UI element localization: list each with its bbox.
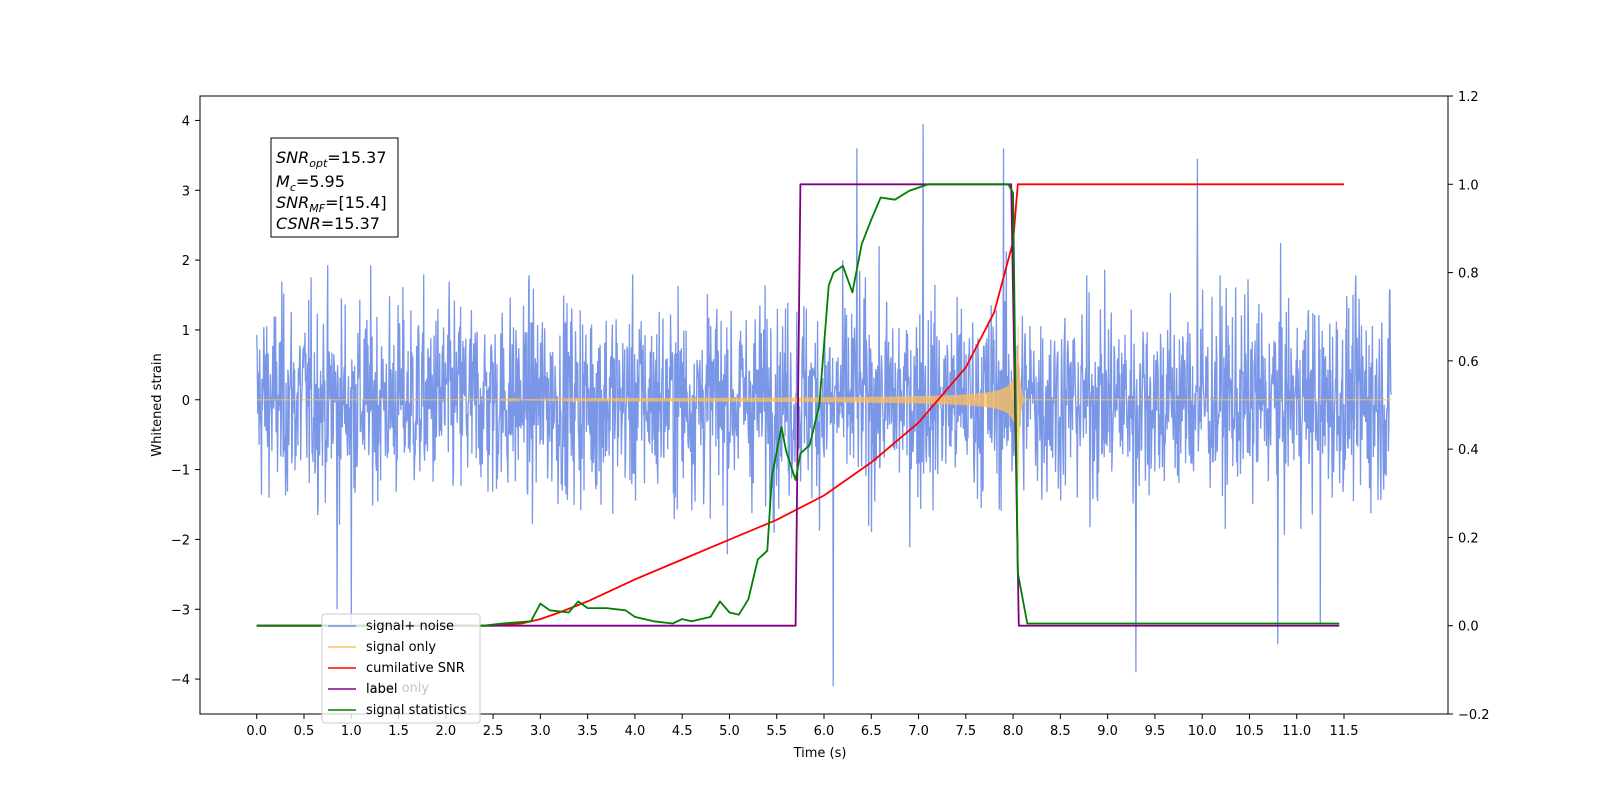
series-signal-noise xyxy=(256,123,1392,687)
y-tick-label-left: 2 xyxy=(182,254,190,269)
plot-data xyxy=(256,123,1392,687)
legend-label-signal-noise: signal+ noise xyxy=(366,619,454,634)
series-label xyxy=(256,183,1340,627)
series-signal-statistics xyxy=(256,183,1340,627)
x-tick-label: 0.0 xyxy=(246,724,267,739)
y-tick-label-right: 0.4 xyxy=(1458,443,1479,458)
chirp-trace xyxy=(493,325,1028,485)
annotation-box: SNRopt=15.37 Mc=5.95 SNRMF=[15.4] CSNR=1… xyxy=(270,137,399,238)
x-tick-label: 2.0 xyxy=(435,724,456,739)
series-line xyxy=(256,183,1344,627)
y-axis-label: Whitened strain xyxy=(150,353,165,456)
y-tick-label-left: 4 xyxy=(182,114,190,129)
legend-frame xyxy=(321,613,481,724)
x-tick-label: 5.5 xyxy=(766,724,787,739)
annotation-chirp-mass: Mc=5.95 xyxy=(276,172,345,194)
y-tick-label-left: −3 xyxy=(171,603,190,618)
y-tick-label-left: 1 xyxy=(182,324,190,339)
annotation-snr-mf: SNRMF=[15.4] xyxy=(276,193,387,215)
x-tick-label: 4.0 xyxy=(625,724,646,739)
x-tick-label: 10.0 xyxy=(1188,724,1217,739)
x-tick-label: 1.0 xyxy=(341,724,362,739)
y-tick-label-right: 1.2 xyxy=(1458,90,1479,105)
x-tick-label: 9.0 xyxy=(1097,724,1118,739)
legend-label-cumulative-snr: cumilative SNR xyxy=(366,661,465,676)
y-tick-label-right: 0.6 xyxy=(1458,355,1479,370)
y-tick-label-right: 1.0 xyxy=(1458,178,1479,193)
series-line xyxy=(256,183,1340,627)
x-tick-label: 9.5 xyxy=(1145,724,1166,739)
x-axis-label: Time (s) xyxy=(793,746,847,761)
y-tick-label-left: −2 xyxy=(171,533,190,548)
y-tick-label-left: −4 xyxy=(171,673,190,688)
noise-trace xyxy=(256,123,1392,687)
y-tick-label-right: −0.2 xyxy=(1458,708,1490,723)
x-tick-label: 4.5 xyxy=(672,724,693,739)
x-tick-label: 6.5 xyxy=(861,724,882,739)
x-tick-label: 5.0 xyxy=(719,724,740,739)
legend-label-label: label xyxy=(366,682,397,697)
annotation-frame xyxy=(270,137,399,238)
x-tick-label: 10.5 xyxy=(1235,724,1264,739)
legend: label only signal+ noise signal only cum… xyxy=(321,613,481,724)
x-tick-label: 0.5 xyxy=(294,724,315,739)
x-tick-label: 11.5 xyxy=(1330,724,1359,739)
series-line xyxy=(256,183,1340,627)
y-tick-label-right: 0.2 xyxy=(1458,531,1479,546)
axes: 0.0 0.5 1.0 1.5 2.0 2.5 3.0 3.5 4.0 4.5 5.0 5.5 6.0 6… xyxy=(171,90,1490,739)
x-tick-label: 2.5 xyxy=(483,724,504,739)
y-tick-label-right: 0.8 xyxy=(1458,267,1479,282)
x-tick-label: 8.0 xyxy=(1003,724,1024,739)
legend-label-signal-statistics: signal statistics xyxy=(366,703,467,718)
x-tick-label: 1.5 xyxy=(388,724,409,739)
x-tick-label: 7.0 xyxy=(908,724,929,739)
series-signal-only xyxy=(256,325,1392,485)
y-tick-label-left: −1 xyxy=(171,464,190,479)
y-tick-label-right: 0.0 xyxy=(1458,620,1479,635)
x-tick-label: 6.0 xyxy=(814,724,835,739)
series-cumilative-snr xyxy=(256,183,1344,627)
legend-hidden-text: label only xyxy=(366,681,429,696)
y-tick-label-left: 3 xyxy=(182,184,190,199)
x-tick-label: 11.0 xyxy=(1282,724,1311,739)
y-tick-label-left: 0 xyxy=(182,394,190,409)
annotation-snr-opt: SNRopt=15.37 xyxy=(276,148,387,170)
x-tick-label: 8.5 xyxy=(1050,724,1071,739)
x-tick-label: 3.0 xyxy=(530,724,551,739)
x-tick-label: 3.5 xyxy=(577,724,598,739)
legend-label-signal-only: signal only xyxy=(366,640,436,655)
annotation-csnr: CSNR=15.37 xyxy=(276,214,380,233)
x-tick-label: 7.5 xyxy=(955,724,976,739)
